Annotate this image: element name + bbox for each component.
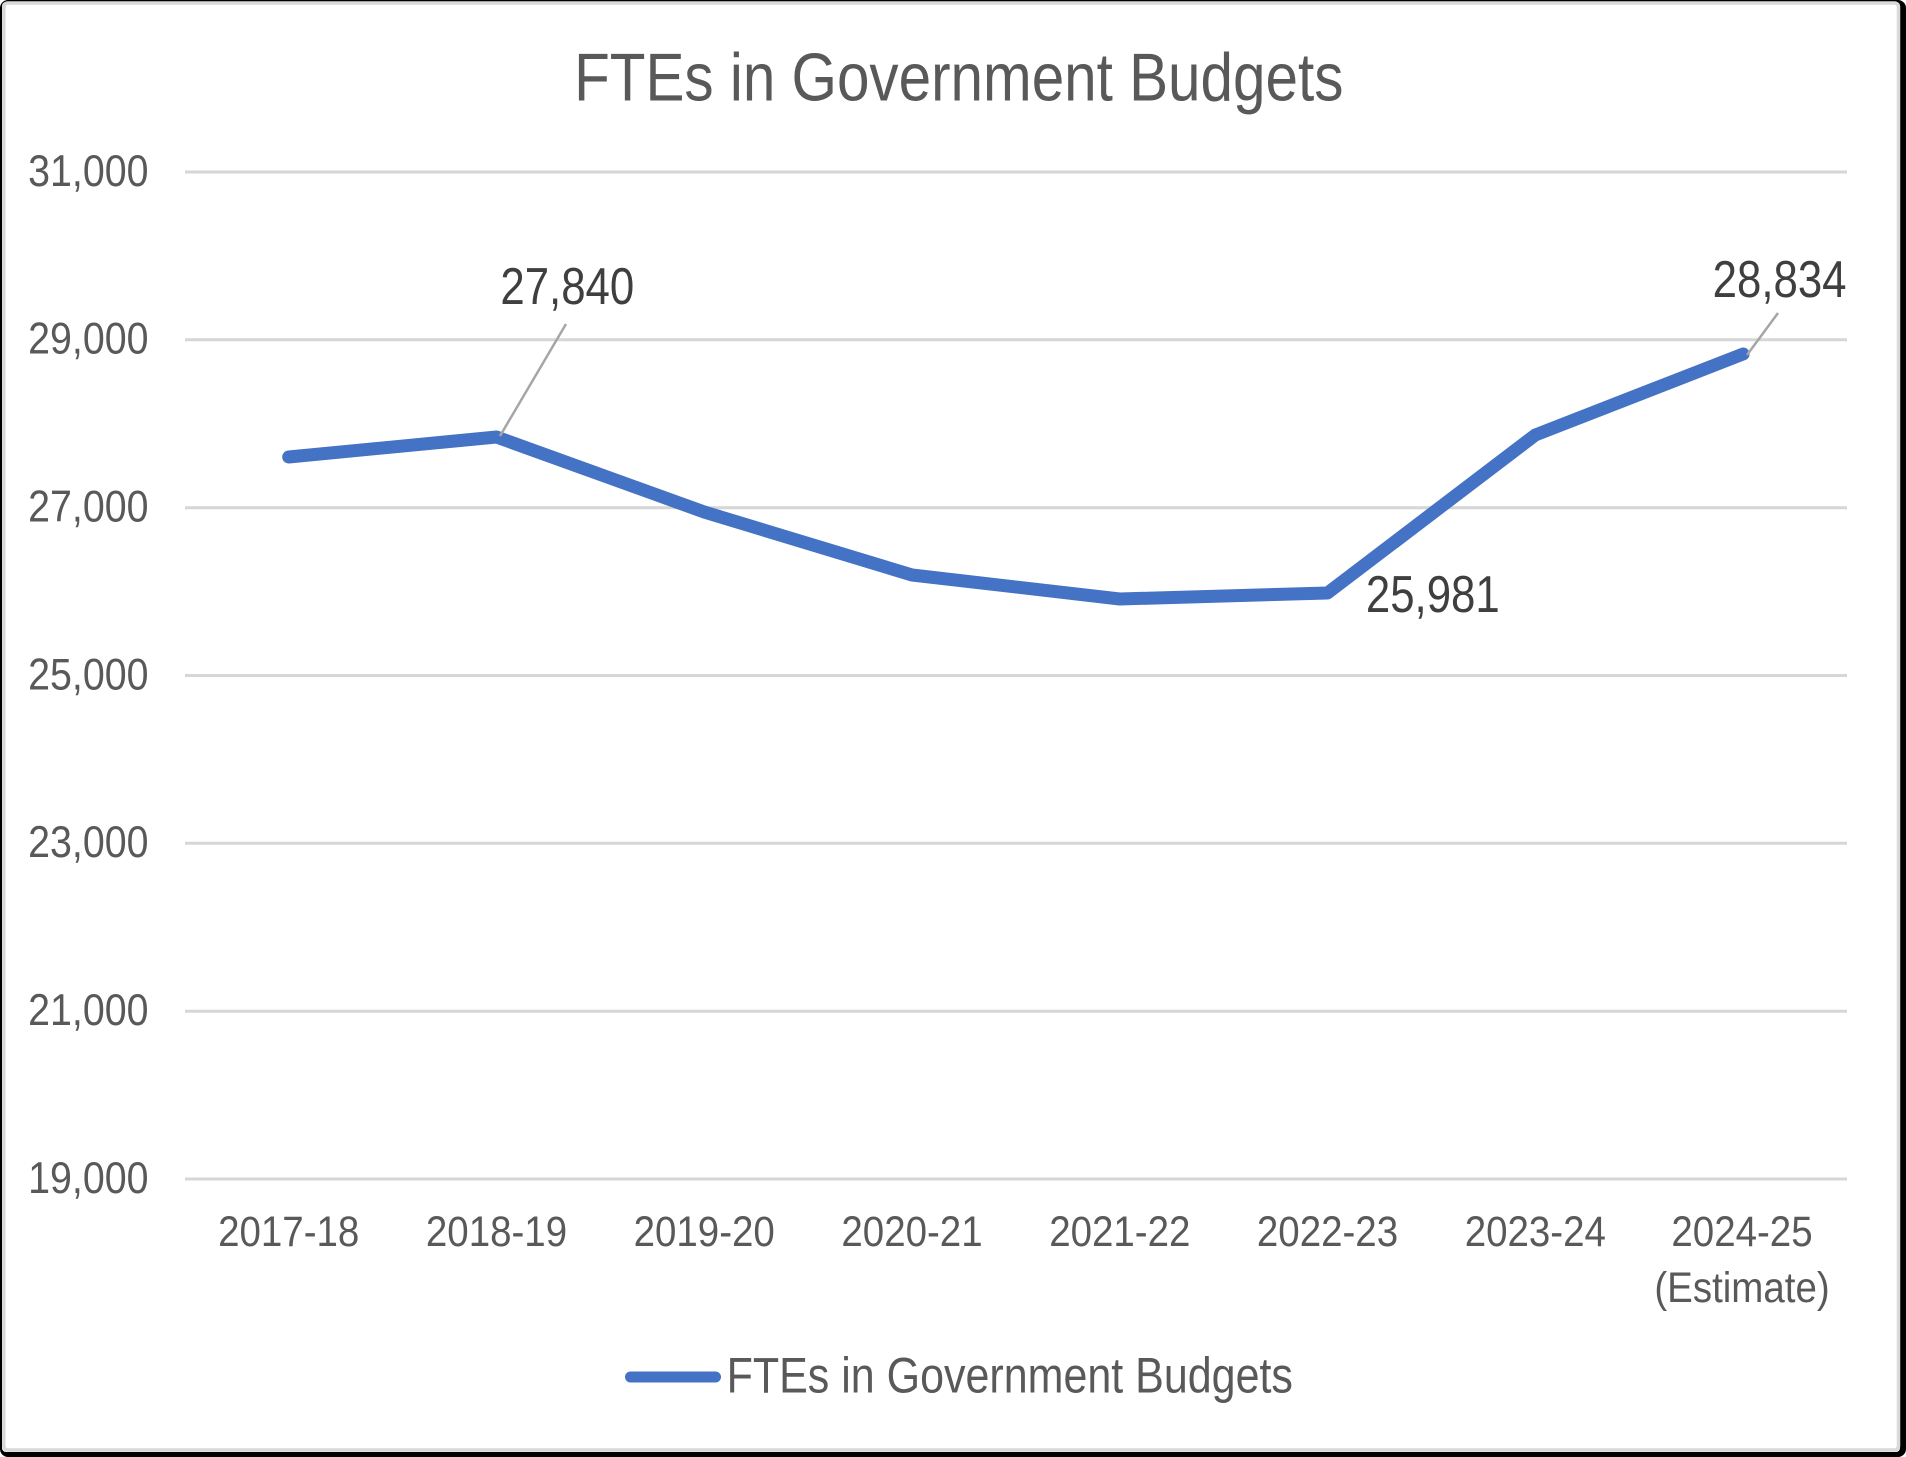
svg-text:2021-22: 2021-22 <box>1049 1207 1190 1255</box>
svg-text:2019-20: 2019-20 <box>634 1207 775 1255</box>
svg-text:23,000: 23,000 <box>28 817 148 867</box>
svg-text:27,840: 27,840 <box>500 259 634 316</box>
svg-text:28,834: 28,834 <box>1713 252 1847 309</box>
svg-text:2022-23: 2022-23 <box>1257 1207 1398 1255</box>
svg-text:25,000: 25,000 <box>28 649 148 699</box>
svg-text:31,000: 31,000 <box>28 146 148 196</box>
svg-text:2017-18: 2017-18 <box>218 1207 359 1255</box>
svg-text:27,000: 27,000 <box>28 481 148 531</box>
svg-text:2023-24: 2023-24 <box>1465 1207 1606 1255</box>
svg-text:19,000: 19,000 <box>28 1153 148 1203</box>
svg-text:FTEs in Government Budgets: FTEs in Government Budgets <box>727 1347 1293 1403</box>
svg-text:2024-25: 2024-25 <box>1671 1207 1812 1255</box>
svg-text:25,981: 25,981 <box>1366 567 1500 624</box>
svg-text:2018-19: 2018-19 <box>426 1207 567 1255</box>
svg-text:(Estimate): (Estimate) <box>1654 1263 1829 1311</box>
svg-text:2020-21: 2020-21 <box>841 1207 982 1255</box>
svg-text:21,000: 21,000 <box>28 985 148 1035</box>
svg-text:29,000: 29,000 <box>28 313 148 363</box>
svg-text:FTEs in Government Budgets: FTEs in Government Budgets <box>574 41 1343 116</box>
